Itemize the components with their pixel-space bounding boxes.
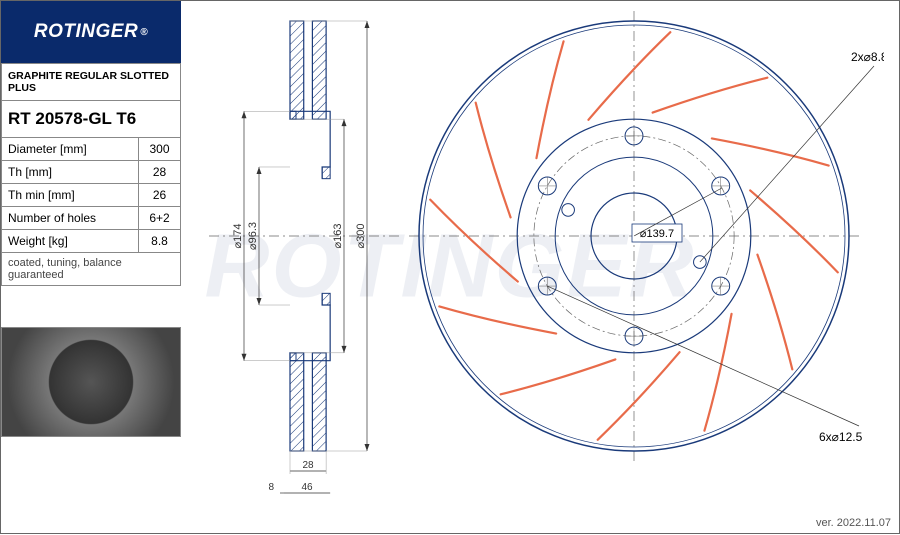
brand-text: ROTINGER	[34, 21, 138, 43]
svg-text:6x⌀12.5: 6x⌀12.5	[819, 430, 863, 444]
spec-value: 26	[139, 184, 181, 207]
spec-label: Weight [kg]	[2, 230, 139, 253]
spec-value: 8.8	[139, 230, 181, 253]
spec-value: 6+2	[139, 207, 181, 230]
product-line: GRAPHITE REGULAR SLOTTED PLUS	[2, 64, 181, 101]
spec-notes: coated, tuning, balance guaranteed	[2, 253, 181, 286]
svg-text:8: 8	[268, 482, 274, 493]
side-view-drawing: ⌀174⌀96.3 ⌀163 ⌀300 28 46 8	[189, 1, 409, 521]
spec-value: 300	[139, 138, 181, 161]
front-view-drawing: ⌀139.72x⌀8.86x⌀12.5	[404, 1, 884, 521]
part-number: RT 20578-GL T6	[2, 101, 181, 138]
spec-table: GRAPHITE REGULAR SLOTTED PLUS RT 20578-G…	[1, 63, 181, 286]
svg-text:⌀96.3: ⌀96.3	[247, 222, 259, 250]
svg-text:⌀163: ⌀163	[332, 224, 344, 249]
spec-value: 28	[139, 161, 181, 184]
version-label: ver. 2022.11.07	[816, 517, 891, 529]
spec-label: Th [mm]	[2, 161, 139, 184]
svg-text:⌀300: ⌀300	[355, 224, 367, 249]
spec-label: Diameter [mm]	[2, 138, 139, 161]
svg-text:2x⌀8.8: 2x⌀8.8	[851, 50, 884, 64]
spec-label: Number of holes	[2, 207, 139, 230]
product-thumbnail	[1, 327, 181, 437]
technical-drawing: ⌀174⌀96.3⌀163⌀30028468 ⌀139.72x⌀8.86x⌀12…	[189, 1, 900, 535]
registered-icon: ®	[140, 27, 148, 38]
svg-text:28: 28	[302, 460, 314, 471]
brand-logo: ROTINGER®	[1, 1, 181, 63]
svg-text:46: 46	[302, 482, 314, 493]
svg-text:⌀174: ⌀174	[232, 224, 244, 249]
spec-label: Th min [mm]	[2, 184, 139, 207]
